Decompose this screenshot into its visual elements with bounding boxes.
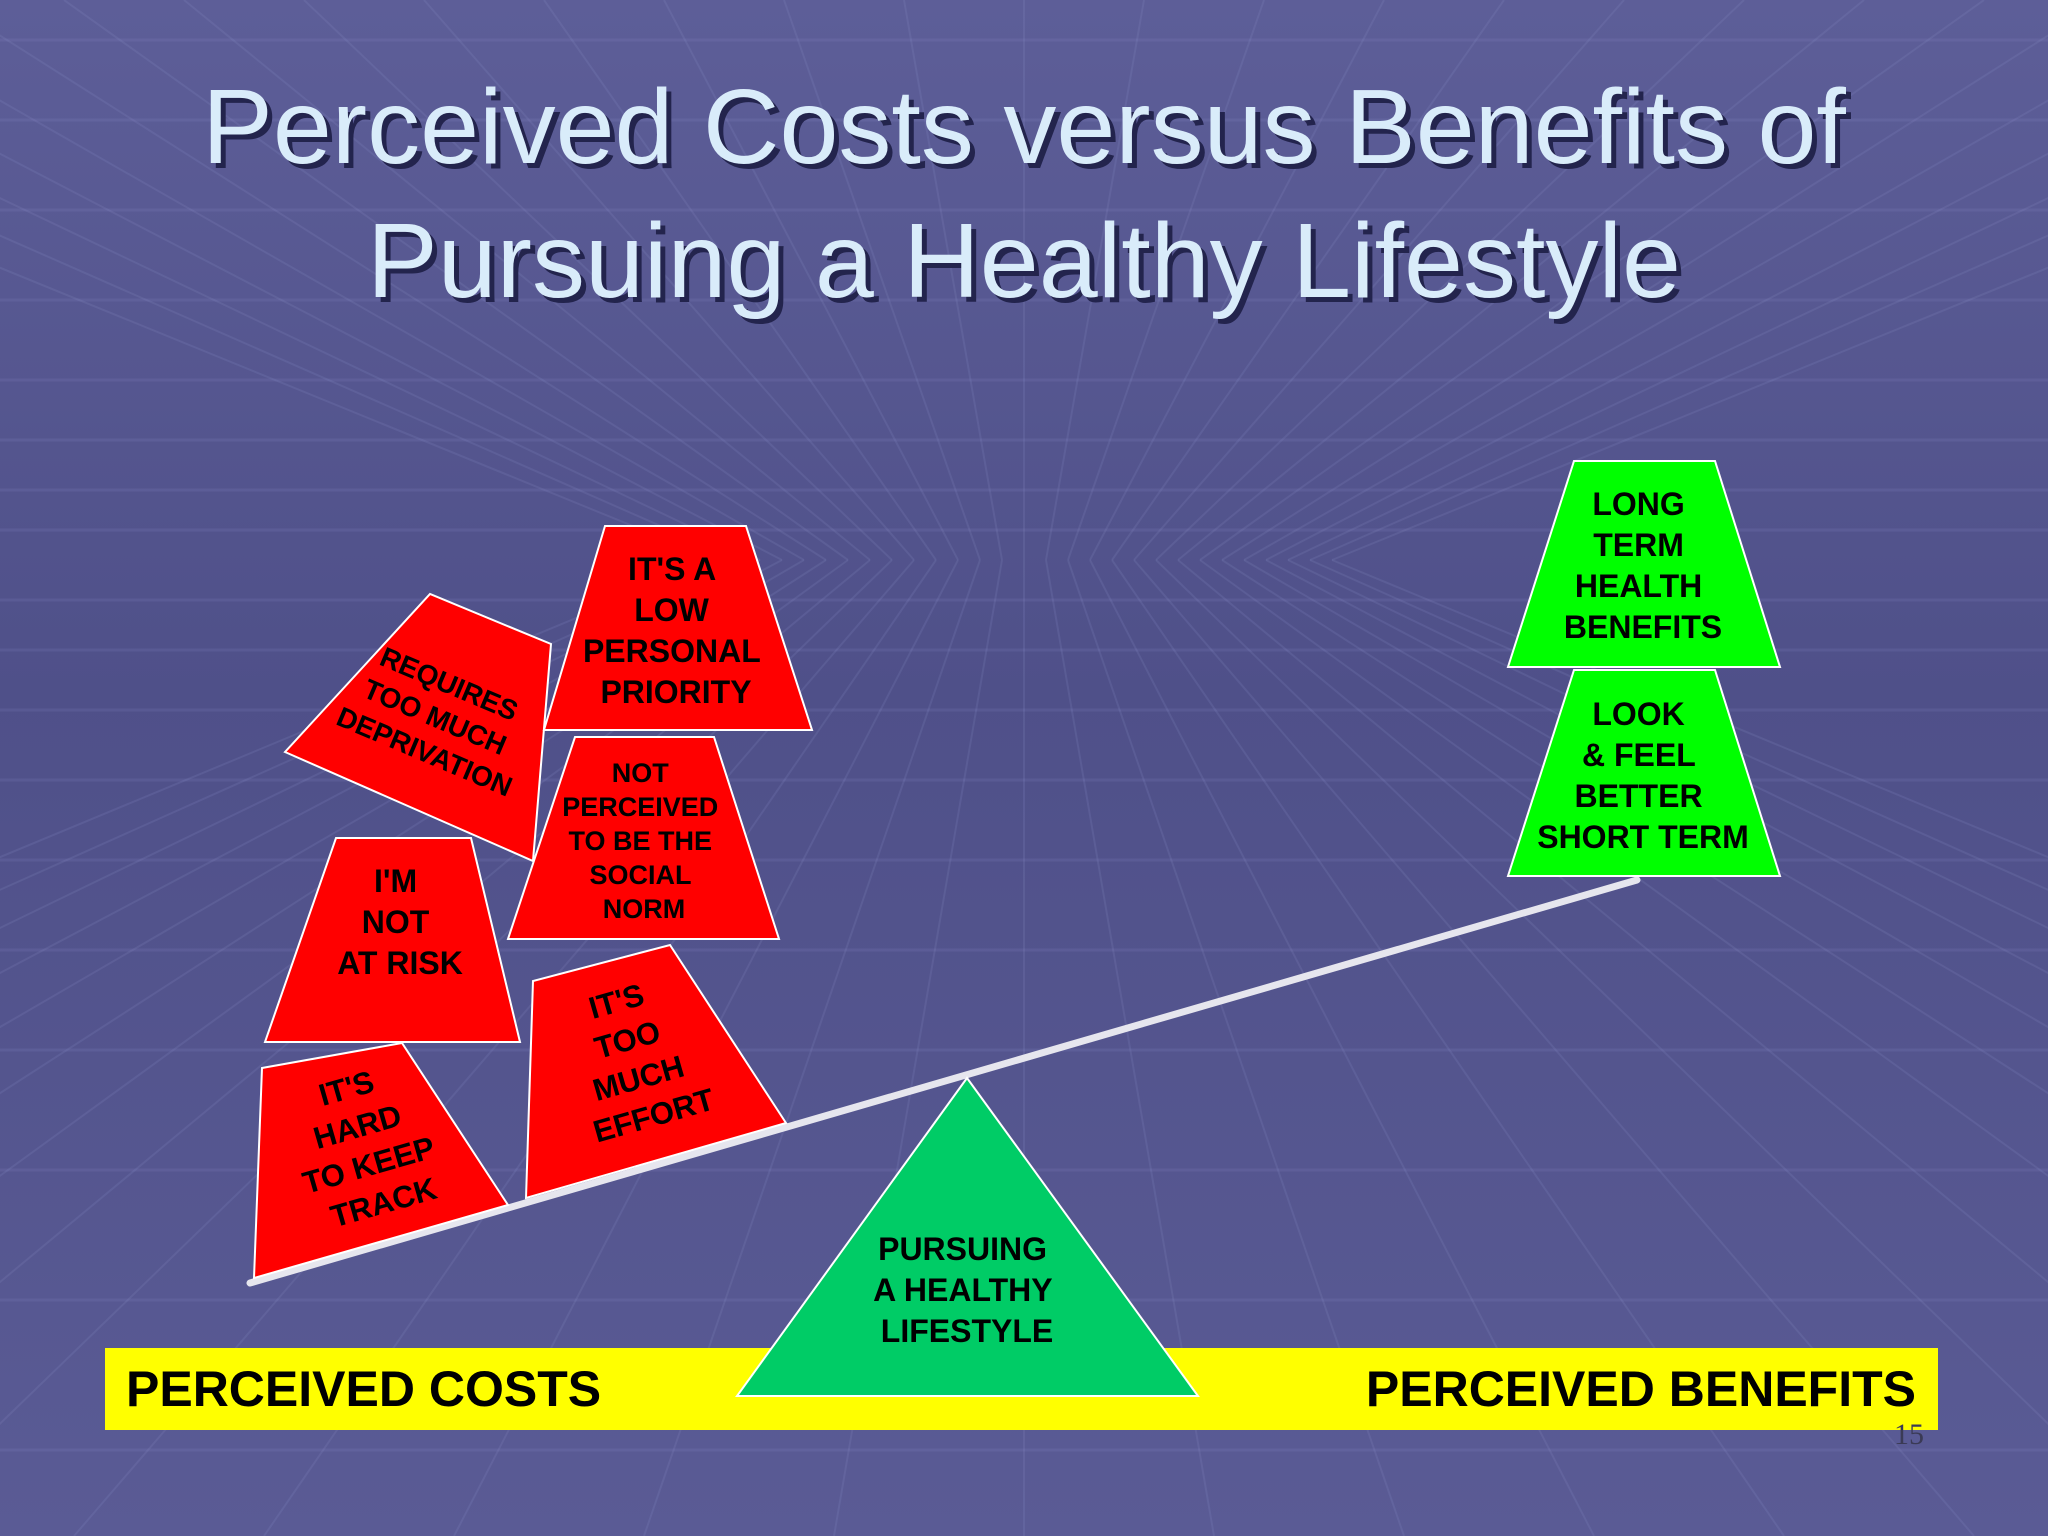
grid-line bbox=[1155, 559, 2048, 1426]
grid-line bbox=[1067, 0, 1265, 561]
page-number: 15 bbox=[1894, 1418, 1924, 1451]
grid-line bbox=[183, 0, 871, 561]
fulcrum-label: PURSUING A HEALTHY LIFESTYLE bbox=[873, 1231, 1061, 1349]
grid-line bbox=[1133, 0, 1625, 561]
grid-line bbox=[903, 0, 1003, 561]
grid-line bbox=[0, 34, 827, 561]
grid-line bbox=[1265, 152, 2048, 561]
cost-block-label: NOT PERCEIVED TO BE THE SOCIAL NORM bbox=[562, 758, 726, 924]
benefit-block-shape bbox=[1506, 460, 1782, 668]
grid-line bbox=[0, 152, 783, 561]
grid-line bbox=[303, 0, 893, 561]
fulcrum-triangle: PURSUING A HEALTHY LIFESTYLE bbox=[735, 1076, 1200, 1397]
grid-line bbox=[783, 0, 981, 561]
seesaw-beam bbox=[246, 876, 1641, 1287]
cost-block-shape bbox=[283, 592, 553, 863]
benefit-block-look-feel-better: LOOK & FEEL BETTER SHORT TERM bbox=[1506, 669, 1782, 877]
grid-line bbox=[1155, 0, 1745, 561]
grid-line bbox=[1221, 559, 2048, 1095]
grid-line bbox=[63, 0, 849, 561]
grid-line bbox=[1177, 559, 2048, 1284]
cost-block-label: IT'S A LOW PERSONAL PRIORITY bbox=[583, 551, 769, 710]
slide-title: Perceived Costs versus Benefits of Pursu… bbox=[0, 60, 2048, 328]
grid-line bbox=[1199, 0, 1985, 561]
grid-line bbox=[663, 0, 959, 561]
cost-block-shape bbox=[542, 525, 814, 731]
grid-line bbox=[1177, 0, 1865, 561]
grid-line bbox=[1331, 266, 2048, 561]
grid-line bbox=[1089, 0, 1385, 561]
benefit-block-label: LOOK & FEEL BETTER SHORT TERM bbox=[1537, 696, 1749, 855]
benefit-block-label: LONG TERM HEALTH BENEFITS bbox=[1564, 486, 1722, 645]
cost-block-too-much-deprivation: REQUIRES TOO MUCH DEPRIVATION bbox=[283, 592, 553, 863]
grid-line bbox=[1287, 196, 2048, 561]
grid-line bbox=[0, 99, 805, 561]
grid-line bbox=[1221, 34, 2048, 561]
cost-block-not-at-risk: I'M NOT AT RISK bbox=[263, 837, 522, 1043]
grid-line bbox=[0, 234, 739, 561]
fulcrum-shape bbox=[735, 1076, 1200, 1397]
cost-block-shape bbox=[263, 837, 522, 1043]
grid-line bbox=[1199, 559, 2048, 1178]
perceived-benefits-label: PERCEIVED BENEFITS bbox=[1365, 1361, 1916, 1417]
grid-line bbox=[1243, 559, 2048, 1029]
cost-block-shape bbox=[524, 943, 788, 1200]
grid-line bbox=[543, 0, 937, 561]
grid-line bbox=[1111, 0, 1505, 561]
grid-line bbox=[1309, 234, 2048, 561]
cost-block-too-much-effort: IT'S TOO MUCH EFFORT bbox=[524, 943, 788, 1200]
grid-line bbox=[1243, 99, 2048, 561]
grid-line bbox=[0, 196, 761, 561]
perceived-costs-label: PERCEIVED COSTS bbox=[126, 1361, 602, 1417]
benefit-block-long-term-health: LONG TERM HEALTH BENEFITS bbox=[1506, 460, 1782, 668]
title-line-1: Perceived Costs versus Benefits of bbox=[202, 68, 1846, 186]
grid-line bbox=[423, 0, 915, 561]
cost-block-low-personal-priority: IT'S A LOW PERSONAL PRIORITY bbox=[542, 525, 814, 731]
benefit-block-shape bbox=[1506, 669, 1782, 877]
grid-line bbox=[1045, 0, 1145, 561]
cost-block-not-social-norm: NOT PERCEIVED TO BE THE SOCIAL NORM bbox=[506, 736, 781, 940]
grid-line bbox=[0, 266, 717, 561]
cost-block-label: I'M NOT AT RISK bbox=[337, 863, 463, 981]
cost-block-shape bbox=[506, 736, 781, 940]
title-line-2: Pursuing a Healthy Lifestyle bbox=[367, 202, 1681, 320]
cost-block-hard-to-keep-track: IT'S HARD TO KEEP TRACK bbox=[252, 1041, 510, 1280]
